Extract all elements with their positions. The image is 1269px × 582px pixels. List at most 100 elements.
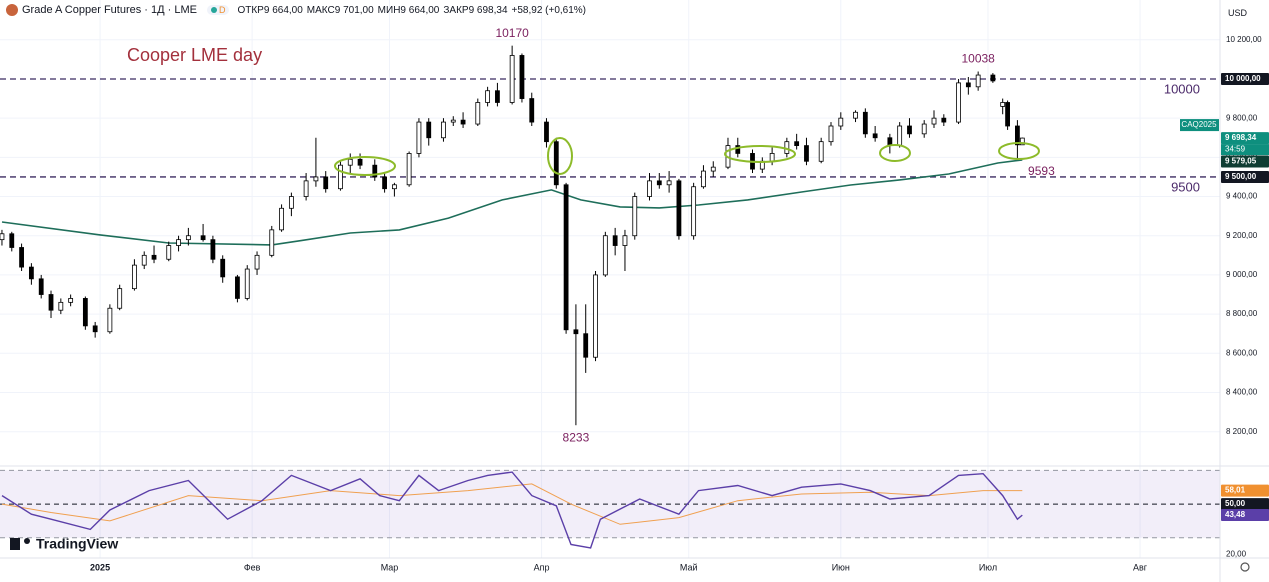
candle-body bbox=[38, 278, 44, 295]
candle-body bbox=[406, 153, 412, 186]
candle-body bbox=[647, 180, 652, 197]
annotation: 8233 bbox=[563, 430, 590, 444]
status-badge[interactable]: D bbox=[206, 5, 230, 15]
candle-body bbox=[921, 123, 927, 135]
candle-body bbox=[19, 247, 24, 268]
candle-body bbox=[450, 119, 456, 123]
y-tick-label: 9 400,00 bbox=[1226, 192, 1258, 201]
candle-body bbox=[544, 121, 549, 143]
y-tick-label: 8 600,00 bbox=[1226, 348, 1258, 357]
price-badge-label: 43,48 bbox=[1225, 510, 1246, 519]
x-tick-label: Фев bbox=[244, 562, 261, 572]
ohlc: ОТКР9 664,00 МАКС9 701,00 МИН9 664,00 ЗАКР9… bbox=[233, 5, 507, 16]
candle-body bbox=[279, 207, 284, 231]
x-tick-label: Июн bbox=[832, 562, 850, 572]
ohlc-value: 9 701,00 bbox=[334, 4, 374, 16]
price-badge bbox=[1221, 132, 1269, 145]
candle-body bbox=[612, 235, 618, 246]
x-tick-label: 2025 bbox=[90, 562, 110, 572]
x-tick-label: Июл bbox=[979, 562, 997, 572]
candle-body bbox=[975, 74, 981, 88]
logo-mark bbox=[24, 538, 30, 544]
candle-body bbox=[769, 153, 775, 162]
candle-body bbox=[907, 125, 912, 135]
highlight-ellipse bbox=[547, 137, 573, 175]
candle-body bbox=[185, 235, 191, 241]
candle-body bbox=[1019, 137, 1025, 146]
candle-body bbox=[132, 264, 137, 290]
candle-body bbox=[897, 125, 903, 146]
candle-body bbox=[0, 233, 5, 241]
candle-body bbox=[1000, 102, 1006, 107]
x-tick-label: Мар bbox=[381, 562, 399, 572]
annotation: 9593 bbox=[1028, 164, 1055, 178]
settings-icon[interactable] bbox=[1240, 562, 1250, 572]
candle-body bbox=[313, 176, 319, 182]
candle-body bbox=[210, 239, 216, 260]
candle-body bbox=[573, 329, 579, 335]
price-badge-label: 10 000,00 bbox=[1225, 74, 1261, 83]
candle-body bbox=[9, 233, 15, 248]
x-tick-label: Май bbox=[680, 562, 698, 572]
symbol-badge bbox=[1180, 119, 1219, 132]
price-badge bbox=[1221, 484, 1269, 497]
candle-body bbox=[990, 74, 996, 82]
candle-body bbox=[735, 145, 741, 154]
currency[interactable]: USD bbox=[1227, 8, 1247, 18]
reference-label: 9500 bbox=[1171, 179, 1200, 194]
ohlc-value: 9 664,00 bbox=[263, 4, 303, 16]
price-badge-label: 9 500,00 bbox=[1225, 172, 1257, 181]
candle-body bbox=[1005, 102, 1010, 127]
candle-body bbox=[656, 180, 662, 186]
y-tick-label: 8 400,00 bbox=[1226, 388, 1258, 397]
candle-body bbox=[838, 117, 844, 127]
symbol-title: Grade A Copper Futures · 1Д · LME bbox=[22, 4, 197, 16]
candle-body bbox=[495, 90, 500, 103]
price-badge-label: 50,00 bbox=[1225, 499, 1246, 508]
x-tick-label: Апр bbox=[534, 562, 550, 572]
countdown: 34:59 bbox=[1225, 145, 1246, 154]
candle-body bbox=[382, 176, 387, 190]
chart-title: Cooper LME day bbox=[127, 45, 262, 65]
candle-body bbox=[593, 274, 598, 358]
ohlc-label: МАКС bbox=[306, 4, 335, 16]
candle-body bbox=[622, 235, 628, 246]
annotation: 10170 bbox=[495, 26, 529, 40]
symbol-icon bbox=[6, 4, 18, 16]
candle-body bbox=[862, 111, 868, 135]
price-badge bbox=[1221, 170, 1269, 183]
price-badge-label: 9 579,05 bbox=[1225, 157, 1257, 166]
highlight-ellipse bbox=[879, 144, 911, 162]
ohlc-value: 9 664,00 bbox=[400, 4, 440, 16]
candle-body bbox=[166, 245, 172, 260]
rsi-line bbox=[1, 471, 1023, 549]
moving-average bbox=[1, 159, 1023, 246]
branding: TradingView bbox=[36, 536, 118, 552]
candle-body bbox=[269, 229, 275, 256]
candle-body bbox=[460, 119, 466, 125]
ohlc-label: МИН bbox=[377, 4, 401, 16]
candle-body bbox=[107, 307, 113, 333]
candle-body bbox=[303, 180, 309, 197]
price-badge bbox=[1221, 509, 1269, 522]
price-badge bbox=[1221, 72, 1269, 85]
candle-body bbox=[602, 235, 608, 276]
candle-body bbox=[151, 254, 157, 260]
candle-body bbox=[200, 235, 206, 241]
countdown-badge bbox=[1221, 144, 1269, 156]
candle-body bbox=[357, 158, 363, 166]
symbol-label: CAQ2025 bbox=[1181, 120, 1217, 129]
grid bbox=[0, 0, 1220, 558]
ohlc-label: ЗАКР bbox=[443, 4, 469, 16]
candle-body bbox=[956, 82, 961, 123]
price-badge bbox=[1221, 498, 1269, 511]
candle-body bbox=[220, 258, 226, 278]
candle-body bbox=[176, 239, 181, 246]
candle-body bbox=[794, 141, 800, 146]
candle-body bbox=[710, 166, 716, 172]
candle-body bbox=[416, 121, 422, 154]
candle-body bbox=[872, 133, 878, 139]
